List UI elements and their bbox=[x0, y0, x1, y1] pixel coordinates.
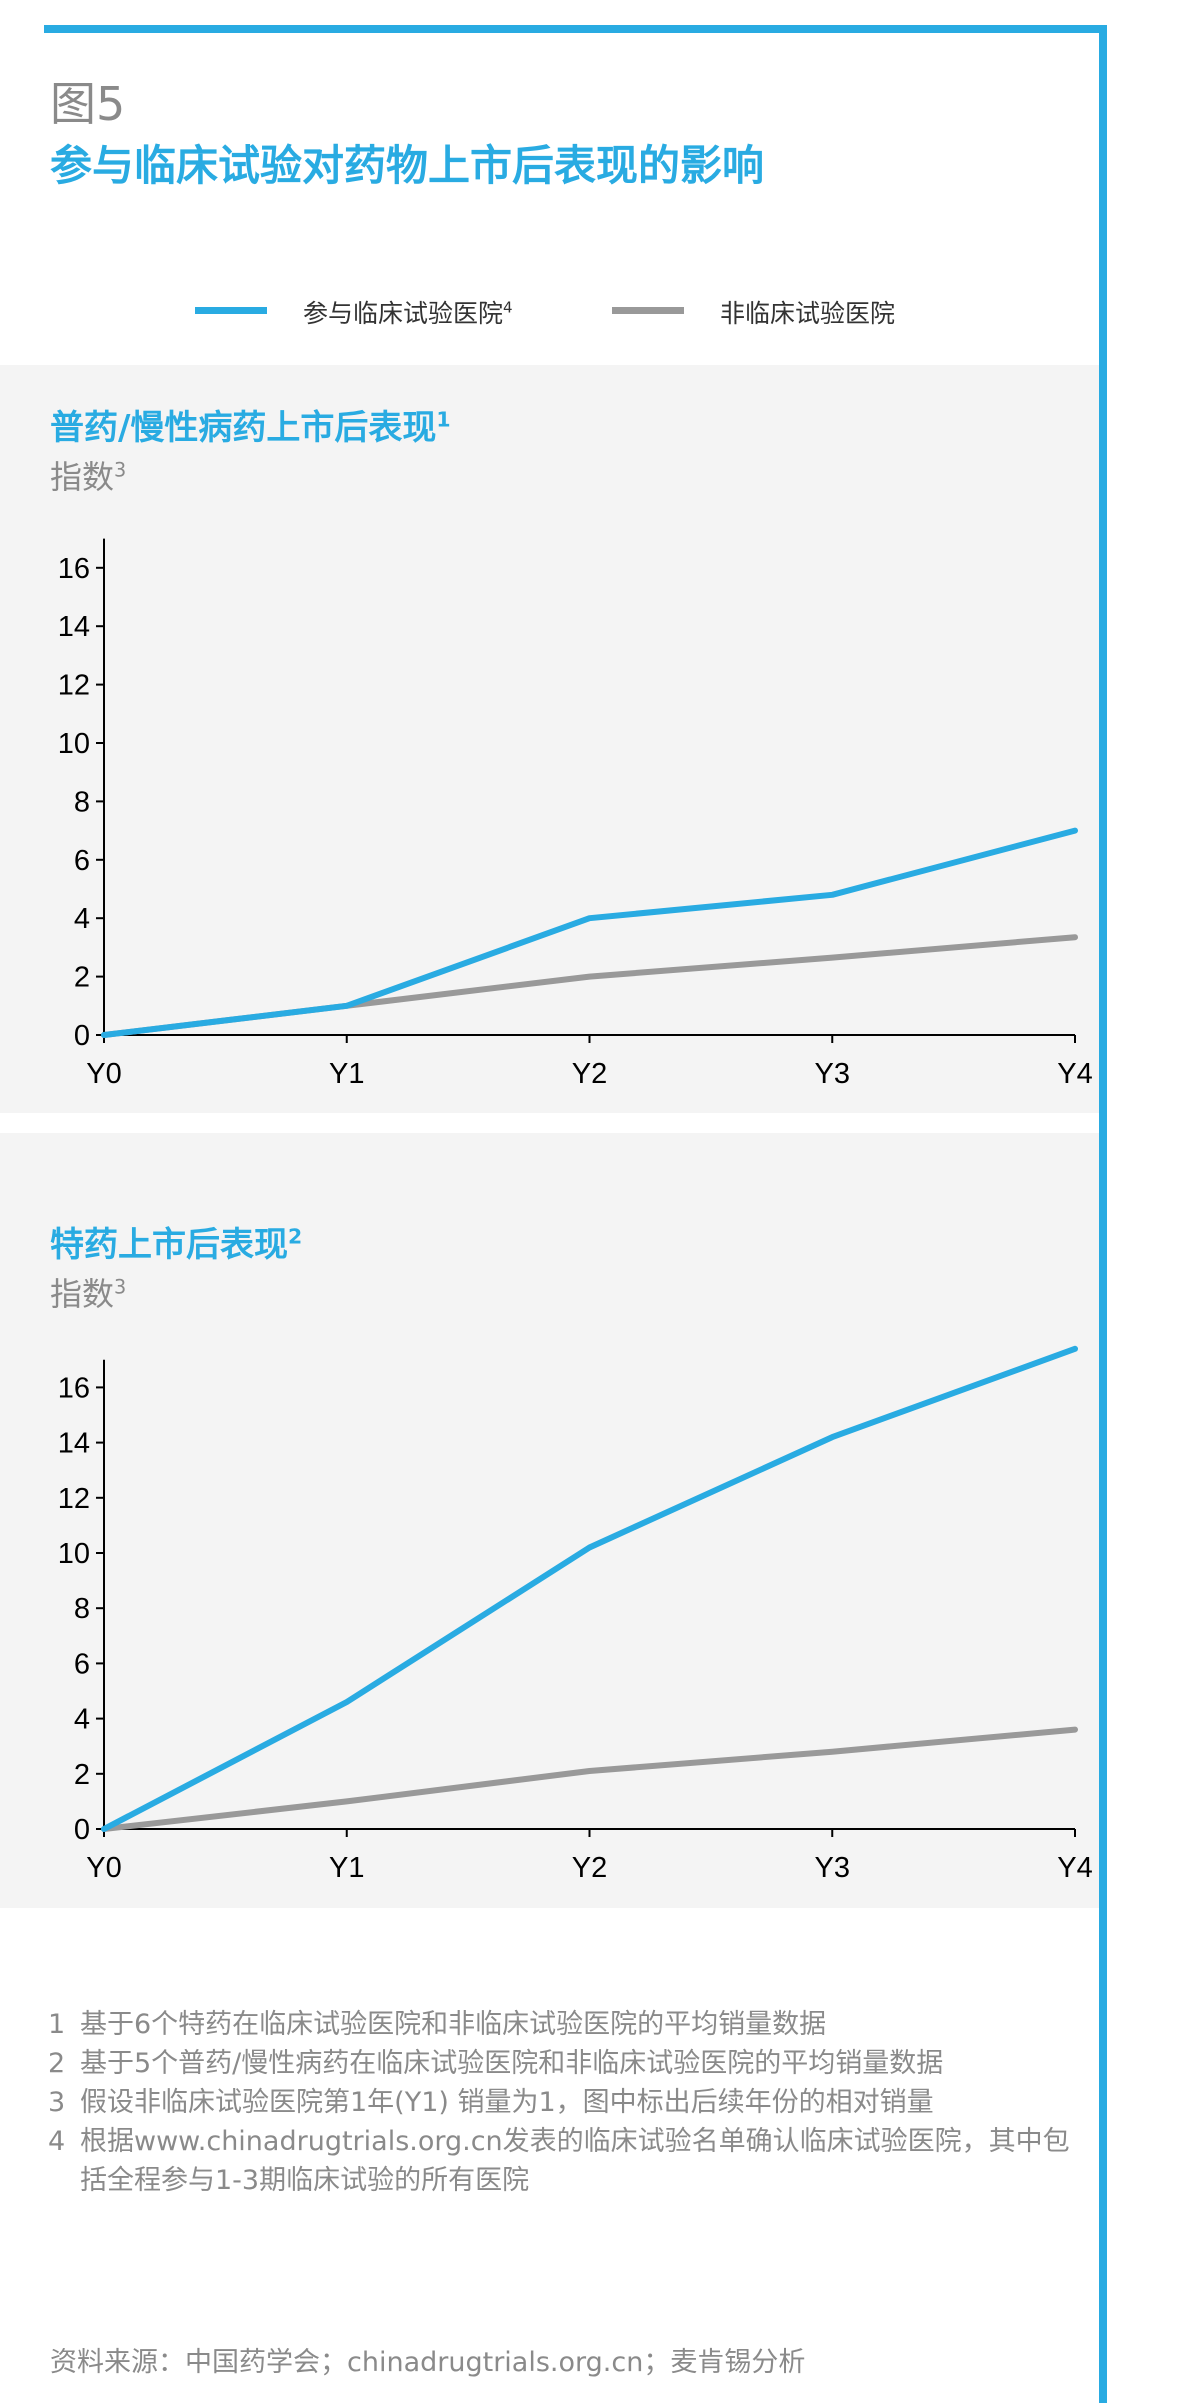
y-tick-label: 16 bbox=[58, 1372, 90, 1404]
y-tick-label: 10 bbox=[58, 1538, 90, 1570]
legend-label-nontrial: 非临床试验医院 bbox=[720, 299, 896, 328]
legend-swatch-trial bbox=[195, 307, 267, 314]
series-line-trial bbox=[101, 827, 1078, 1038]
y-tick-label: 16 bbox=[58, 553, 90, 585]
panel-subtitle-generic: 指数3 bbox=[50, 458, 127, 496]
y-tick-label: 0 bbox=[74, 1814, 90, 1846]
y-tick-label: 14 bbox=[58, 1428, 90, 1460]
footnotes: 1 基于6个特药在临床试验医院和非临床试验医院的平均销量数据 2 基于5个普药/慢性… bbox=[48, 2005, 1088, 2200]
figure-title: 参与临床试验对药物上市后表现的影响 bbox=[50, 141, 765, 190]
legend: 参与临床试验医院4 非临床试验医院 bbox=[0, 290, 1181, 330]
x-tick-label: Y4 bbox=[1057, 1058, 1092, 1090]
x-tick-label: Y2 bbox=[572, 1852, 607, 1884]
x-tick-label: Y0 bbox=[86, 1058, 121, 1090]
y-tick-label: 12 bbox=[58, 1483, 90, 1515]
footnote-1: 1 基于6个特药在临床试验医院和非临床试验医院的平均销量数据 bbox=[48, 2009, 827, 2040]
panel-subtitle-specialty: 指数3 bbox=[50, 1275, 127, 1313]
panel-title-specialty: 特药上市后表现2 bbox=[50, 1224, 303, 1265]
y-tick-label: 8 bbox=[74, 786, 90, 818]
figure-label: 图5 bbox=[50, 77, 126, 131]
y-tick-label: 2 bbox=[74, 962, 90, 994]
x-tick-label: Y2 bbox=[572, 1058, 607, 1090]
y-tick-label: 12 bbox=[58, 670, 90, 702]
panel-specialty: 特药上市后表现2 指数3 0 2 4 6 8 10 12 14 16 Y0 Y1 Y2 Y3 Y4 bbox=[0, 1133, 1099, 1908]
source-line: 资料来源：中国药学会；chinadrugtrials.org.cn；麦肯锡分析 bbox=[50, 2347, 806, 2378]
frame-right-rule bbox=[1099, 25, 1107, 2403]
y-tick-label: 2 bbox=[74, 1759, 90, 1791]
series-line-trial bbox=[101, 1345, 1078, 1832]
y-tick-label: 6 bbox=[74, 1648, 90, 1680]
y-tick-label: 0 bbox=[74, 1020, 90, 1052]
legend-swatch-nontrial bbox=[612, 307, 684, 314]
footnote-3: 3 假设非临床试验医院第1年(Y1) 销量为1，图中标出后续年份的相对销量 bbox=[48, 2087, 934, 2118]
y-tick-label: 8 bbox=[74, 1593, 90, 1625]
line-chart-generic: 0 2 4 6 8 10 12 14 16 Y0 Y1 Y2 Y3 Y4 bbox=[58, 538, 1093, 1090]
y-tick-label: 10 bbox=[58, 728, 90, 760]
footnote-4: 4 根据www.chinadrugtrials.org.cn发表的临床试验名单确认… bbox=[48, 2126, 1070, 2196]
footnote-2: 2 基于5个普药/慢性病药在临床试验医院和非临床试验医院的平均销量数据 bbox=[48, 2048, 944, 2079]
line-chart-specialty: 0 2 4 6 8 10 12 14 16 Y0 Y1 Y2 Y3 Y4 bbox=[58, 1345, 1093, 1884]
series-line-nontrial bbox=[101, 1726, 1078, 1832]
legend-label-trial: 参与临床试验医院4 bbox=[303, 298, 513, 328]
y-tick-label: 14 bbox=[58, 611, 90, 643]
panel-generic: 普药/慢性病药上市后表现1 指数3 0 2 4 6 8 10 12 14 16 Y0 Y1 Y2 Y3 Y… bbox=[0, 365, 1099, 1113]
frame-top-rule bbox=[44, 25, 1107, 33]
y-tick-label: 4 bbox=[74, 1704, 90, 1736]
x-tick-label: Y3 bbox=[815, 1058, 850, 1090]
x-tick-label: Y4 bbox=[1057, 1852, 1092, 1884]
x-tick-label: Y1 bbox=[329, 1852, 364, 1884]
x-tick-label: Y1 bbox=[329, 1058, 364, 1090]
y-tick-label: 4 bbox=[74, 903, 90, 935]
x-tick-label: Y3 bbox=[815, 1852, 850, 1884]
y-tick-label: 6 bbox=[74, 845, 90, 877]
x-tick-label: Y0 bbox=[86, 1852, 121, 1884]
panel-title-generic: 普药/慢性病药上市后表现1 bbox=[50, 407, 451, 448]
